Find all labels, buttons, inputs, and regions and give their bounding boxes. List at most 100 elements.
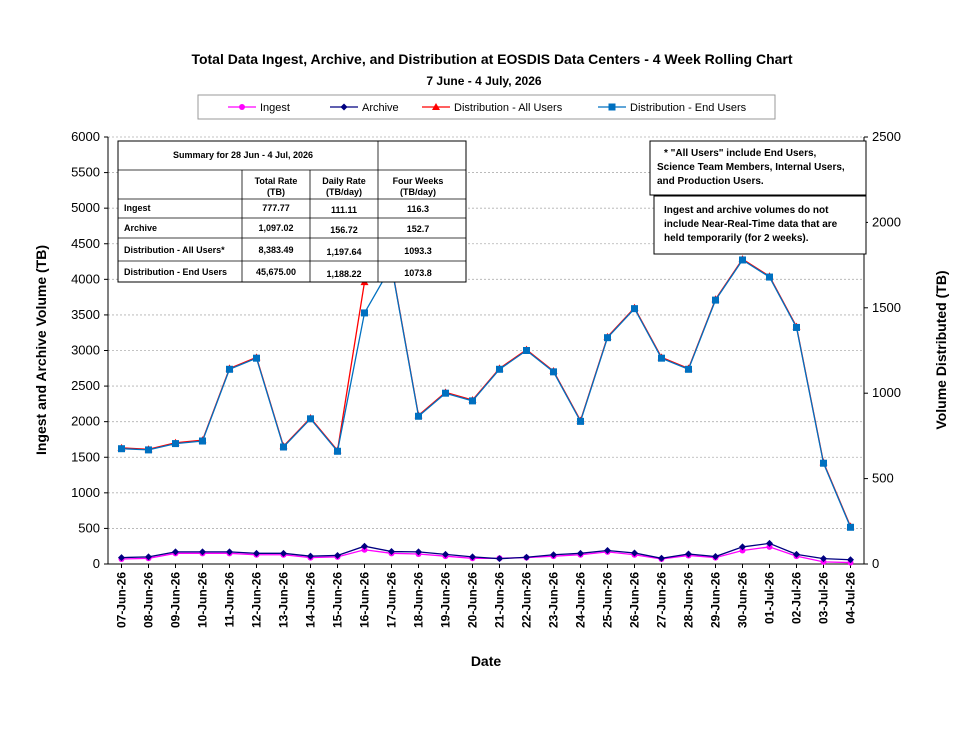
x-tick-label: 11-Jun-26 [223,572,237,628]
summary-table: Summary for 28 Jun - 4 Jul, 2026 Total R… [117,140,467,283]
data-point-distribution-end-users [145,446,152,454]
data-point-archive [550,551,557,559]
data-point-distribution-end-users [118,445,125,453]
summary-title: Summary for 28 Jun - 4 Jul, 2026 [173,150,313,160]
note-line: Science Team Members, Internal Users, [657,162,845,173]
data-point-archive [361,542,368,550]
data-point-distribution-end-users [442,389,449,397]
y-tick-label-left: 6000 [71,129,100,144]
data-point-archive [253,549,260,557]
data-point-distribution-end-users [793,323,800,331]
legend-item-distribution-end-users: Distribution - End Users [598,102,747,114]
y-tick-label-left: 500 [78,520,100,535]
x-tick-label: 19-Jun-26 [439,572,453,628]
note-line: held temporarily (for 2 weeks). [664,233,809,244]
data-point-distribution-end-users [496,365,503,373]
x-tick-label: 17-Jun-26 [385,572,399,628]
table-row-label: Distribution - End Users [124,267,227,277]
legend-item-ingest: Ingest [228,102,290,114]
note-near-real-time: Ingest and archive volumes do not include… [653,195,867,255]
data-point-archive [793,550,800,558]
x-tick-label: 02-Jul-26 [790,572,804,624]
y-tick-label-left: 0 [93,556,100,571]
data-point-distribution-end-users [577,417,584,425]
x-tick-label: 30-Jun-26 [736,572,750,628]
legend-item-distribution-all-users: Distribution - All Users [422,102,563,114]
data-point-archive [577,549,584,557]
x-tick-label: 24-Jun-26 [574,572,588,628]
data-point-archive [334,551,341,559]
x-tick-label: 25-Jun-26 [601,572,615,628]
data-point-archive [766,539,773,547]
legend-label: Ingest [260,102,290,114]
data-point-archive [415,548,422,556]
table-cell-four-weeks: 152.7 [407,224,430,234]
data-point-archive [712,553,719,561]
x-tick-label: 10-Jun-26 [196,572,210,628]
table-cell-four-weeks: 1093.3 [404,246,432,256]
table-cell-daily: 1,197.64 [326,247,361,257]
table-cell-daily: 111.11 [331,205,357,215]
x-tick-label: 22-Jun-26 [520,572,534,628]
summary-table-frame [117,140,467,283]
chart-subtitle: 7 June - 4 July, 2026 [426,74,541,88]
data-point-distribution-end-users [658,354,665,362]
y-tick-label-right: 2000 [872,214,901,229]
chart-title: Total Data Ingest, Archive, and Distribu… [191,51,792,67]
table-row-label: Archive [124,223,157,233]
y-tick-label-left: 4500 [71,236,100,251]
note-line: and Production Users. [657,176,764,187]
x-tick-label: 16-Jun-26 [358,572,372,628]
x-axis-label: Date [471,653,502,669]
data-point-distribution-end-users [199,437,206,445]
legend-marker [608,103,616,111]
data-point-distribution-end-users [334,447,341,455]
data-point-archive [118,554,125,562]
y-tick-label-left: 2000 [71,414,100,429]
data-point-distribution-end-users [361,309,368,317]
x-tick-label: 04-Jul-26 [844,572,858,624]
data-point-distribution-end-users [550,368,557,376]
x-tick-label: 07-Jun-26 [115,572,129,628]
data-point-distribution-end-users [226,365,233,373]
table-header: Four Weeks (TB/day) [393,176,444,197]
data-point-distribution-end-users [280,443,287,451]
table-row-label: Ingest [124,203,151,213]
note-all-users: * "All Users" include End Users, Science … [649,140,867,196]
data-point-distribution-end-users [685,365,692,373]
data-point-distribution-end-users [712,296,719,304]
table-cell-four-weeks: 1073.8 [404,268,432,278]
data-point-archive [604,546,611,554]
legend-marker [239,104,245,110]
data-point-archive [145,553,152,561]
y-tick-label-left: 1000 [71,485,100,500]
data-point-archive [442,550,449,558]
table-header: Total Rate (TB) [255,176,298,197]
data-point-distribution-end-users [469,397,476,405]
legend-label: Distribution - All Users [454,102,563,114]
y-axis-label-right: Volume Distributed (TB) [933,270,949,429]
data-point-ingest [361,546,368,553]
y-tick-label-right: 2500 [872,129,901,144]
series-line-archive [121,542,851,561]
y-tick-label-left: 1500 [71,449,100,464]
y-axis-label-left: Ingest and Archive Volume (TB) [33,245,49,455]
y-tick-label-left: 3000 [71,343,100,358]
table-header: Daily Rate (TB/day) [322,176,366,197]
x-tick-label: 14-Jun-26 [304,572,318,628]
legend-marker [432,103,440,110]
data-point-distribution-end-users [847,523,854,531]
data-point-ingest [766,543,773,550]
x-tick-label: 23-Jun-26 [547,572,561,628]
series-line-distribution-end-users [121,259,852,528]
legend-label: Archive [362,102,399,114]
x-tick-label: 13-Jun-26 [277,572,291,628]
data-point-ingest [739,547,746,554]
x-tick-label: 27-Jun-26 [655,572,669,628]
data-point-archive [523,553,530,561]
series-archive [118,539,854,564]
y-tick-label-left: 5000 [71,200,100,215]
x-tick-label: 15-Jun-26 [331,572,345,628]
y-tick-label-right: 500 [872,471,894,486]
legend: Ingest Archive Distribution - All Users Dis… [197,94,776,120]
